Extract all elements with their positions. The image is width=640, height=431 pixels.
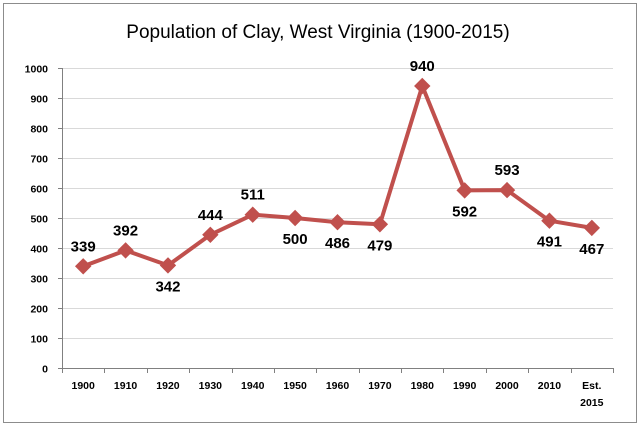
data-label-12: 467 (579, 241, 604, 258)
data-point-5 (286, 209, 304, 227)
data-label-11: 491 (537, 234, 562, 251)
y-tick-label-400: 400 (30, 244, 48, 256)
x-tick-label-11: 2010 (538, 380, 562, 392)
data-label-1: 392 (113, 222, 138, 239)
y-tick-label-700: 700 (30, 154, 48, 166)
y-tick-label-500: 500 (30, 214, 48, 226)
y-tick-label-200: 200 (30, 304, 48, 316)
x-tick-label-12-1: 2015 (580, 397, 604, 409)
y-tick-label-600: 600 (30, 184, 48, 196)
data-point-10 (498, 181, 516, 199)
y-tick-label-900: 900 (30, 94, 48, 106)
data-point-9 (456, 182, 473, 199)
x-tick-label-3: 1930 (199, 380, 223, 392)
data-point-8 (414, 77, 431, 95)
chart-title: Population of Clay, West Virginia (1900-… (126, 22, 509, 43)
y-tick-label-300: 300 (30, 274, 48, 286)
x-tick-label-8: 1980 (411, 380, 435, 392)
chart-border (3, 3, 637, 423)
x-tick-label-9: 1990 (453, 380, 477, 392)
x-tick-label-1: 1910 (114, 380, 138, 392)
y-tick-label-1000: 1000 (25, 64, 49, 76)
data-point-1 (117, 242, 134, 259)
data-label-8: 940 (410, 58, 435, 75)
data-point-3 (202, 226, 219, 244)
y-tick-label-0: 0 (42, 364, 48, 376)
data-label-0: 339 (71, 238, 96, 255)
y-tick-label-100: 100 (30, 334, 48, 346)
grid-lines (62, 68, 613, 339)
x-tick-label-7: 1970 (368, 380, 392, 392)
x-tick-label-0: 1900 (72, 380, 96, 392)
data-label-10: 593 (495, 162, 520, 179)
x-tick-label-4: 1940 (241, 380, 265, 392)
data-point-6 (329, 213, 346, 231)
axes: 0 100 200 300 400 500 600 700 800 900 1000 1900 1910… (25, 64, 614, 409)
data-point-12 (583, 219, 601, 237)
data-point-2 (159, 257, 177, 274)
x-tick-label-5: 1950 (283, 380, 307, 392)
data-labels: 339 392 342 444 511 500 486 479 940 592 593 491 467 (71, 58, 605, 295)
data-label-3: 444 (198, 207, 224, 224)
data-point-7 (371, 216, 389, 233)
data-label-9: 592 (452, 203, 477, 220)
data-label-5: 500 (283, 231, 308, 248)
x-tick-label-6: 1960 (326, 380, 350, 392)
data-point-11 (541, 212, 558, 229)
series-population (74, 77, 601, 275)
x-tick-label-2: 1920 (156, 380, 180, 392)
data-point-0 (74, 258, 92, 275)
y-tick-label-800: 800 (30, 124, 48, 136)
data-point-4 (244, 206, 261, 223)
x-tick-label-12-0: Est. (582, 380, 601, 392)
data-label-6: 486 (325, 235, 350, 252)
data-label-4: 511 (241, 187, 265, 204)
x-tick-label-10: 2000 (495, 380, 519, 392)
data-label-7: 479 (367, 237, 392, 254)
data-label-2: 342 (155, 278, 180, 295)
